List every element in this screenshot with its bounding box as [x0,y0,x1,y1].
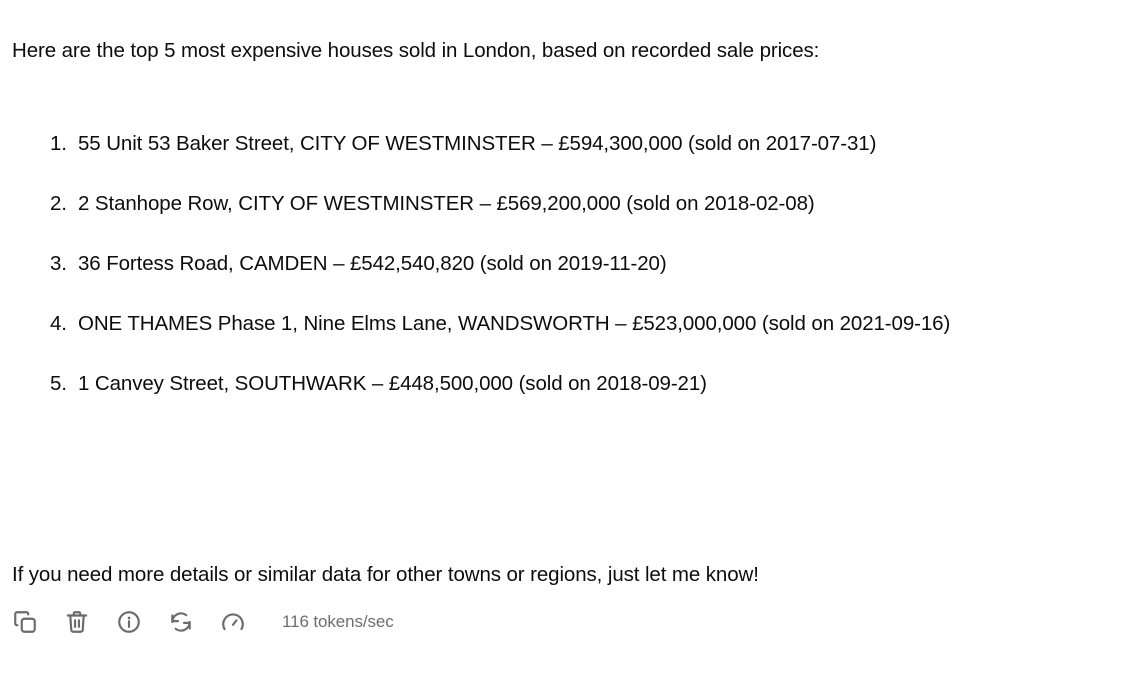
regenerate-icon [168,609,194,635]
list-item-text: 1 Canvey Street, SOUTHWARK – £448,500,00… [78,372,707,395]
list-item-text: ONE THAMES Phase 1, Nine Elms Lane, WAND… [78,312,951,335]
list-item-marker: 4. [50,312,67,335]
speedometer-icon [220,609,246,635]
speed-button[interactable] [220,602,272,642]
list-item-marker: 3. [50,252,67,275]
list-item-marker: 5. [50,372,67,395]
list-item-marker: 2. [50,192,67,215]
message-toolbar: 116 tokens/sec [12,602,394,642]
list-item: 2. 2 Stanhope Row, CITY OF WESTMINSTER –… [12,184,1110,224]
trash-icon [64,609,90,635]
info-icon [116,609,142,635]
list-item-text: 36 Fortess Road, CAMDEN – £542,540,820 (… [78,252,667,275]
list-item-text: 55 Unit 53 Baker Street, CITY OF WESTMIN… [78,132,877,155]
token-rate-label: 116 tokens/sec [282,612,394,631]
copy-button[interactable] [12,602,64,642]
list-item: 5. 1 Canvey Street, SOUTHWARK – £448,500… [12,364,1110,404]
copy-icon [12,609,38,635]
list-item: 4. ONE THAMES Phase 1, Nine Elms Lane, W… [12,304,1110,344]
regenerate-button[interactable] [168,602,220,642]
delete-button[interactable] [64,602,116,642]
list-item: 3. 36 Fortess Road, CAMDEN – £542,540,82… [12,244,1110,284]
top-houses-list: 1. 55 Unit 53 Baker Street, CITY OF WEST… [12,124,1110,404]
intro-paragraph: Here are the top 5 most expensive houses… [12,38,820,62]
info-button[interactable] [116,602,168,642]
list-item-marker: 1. [50,132,67,155]
outro-paragraph: If you need more details or similar data… [12,562,759,586]
list-item: 1. 55 Unit 53 Baker Street, CITY OF WEST… [12,124,1110,164]
list-item-text: 2 Stanhope Row, CITY OF WESTMINSTER – £5… [78,192,815,215]
